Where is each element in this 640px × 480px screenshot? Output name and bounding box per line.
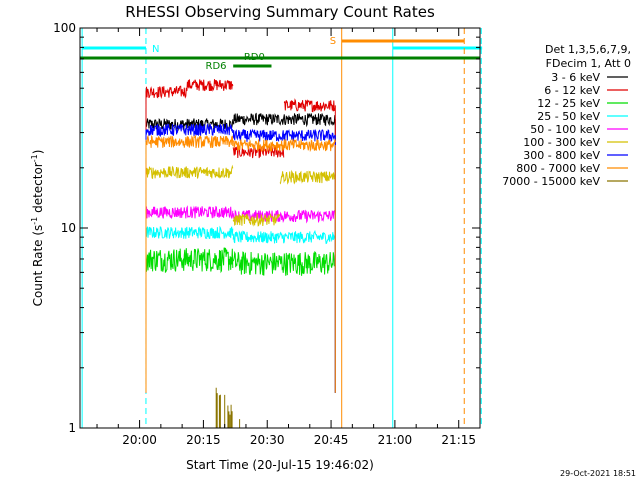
axis-layer: 20:00 20:15 20:30 20:45 21:00 21:15 1 10 100: [53, 21, 481, 447]
series-1: [145, 112, 336, 393]
legend-label-1: 3 - 6 keV: [551, 71, 600, 84]
x-tick-label-4: 21:00: [378, 433, 413, 447]
rd0-label: RD0: [244, 52, 265, 63]
series-trace-3: [145, 247, 336, 393]
legend-label-8: 800 - 7000 keV: [516, 162, 600, 175]
y-tick-label-0: 1: [68, 421, 76, 435]
x-tick-label-0: 20:00: [122, 433, 157, 447]
legend-header-line2: FDecim 1, Att 0: [546, 57, 631, 70]
y-axis-label-sup1: -1: [30, 217, 39, 225]
x-tick-label-3: 20:45: [314, 433, 349, 447]
series-trace-6: [145, 164, 336, 393]
y-axis-label-sup2: -1: [30, 154, 39, 162]
legend-header-line1: Det 1,3,5,6,7,9,: [545, 43, 631, 56]
rd6-label: RD6: [206, 61, 227, 72]
series-5: [145, 205, 336, 393]
series-8: [145, 134, 336, 393]
y-tick-label-2: 100: [53, 21, 76, 35]
series-3: [145, 247, 336, 393]
series-layer: [145, 79, 336, 428]
series-trace-9: [215, 387, 241, 428]
y-axis-label-mid: detector: [31, 162, 45, 217]
y-axis-label: Count Rate (s-1 detector-1): [30, 150, 45, 307]
x-tick-label-2: 20:30: [250, 433, 285, 447]
x-tick-label-1: 20:15: [186, 433, 221, 447]
series-trace-5: [145, 205, 336, 393]
chart-title: RHESSI Observing Summary Count Rates: [125, 3, 435, 21]
series-4: [145, 225, 336, 393]
series-9: [215, 387, 241, 428]
generation-timestamp: 29-Oct-2021 18:51: [560, 469, 636, 478]
night-label: N: [152, 44, 159, 55]
series-trace-1: [145, 112, 336, 393]
series-7: [145, 123, 336, 393]
saa-label: S: [330, 36, 336, 47]
series-trace-7: [145, 123, 336, 393]
y-axis-label-end: ): [31, 150, 45, 155]
legend-label-4: 25 - 50 keV: [537, 110, 600, 123]
x-tick-label-5: 21:15: [441, 433, 476, 447]
plot-frame: [79, 27, 481, 429]
legend-label-5: 50 - 100 keV: [530, 123, 600, 136]
series-trace-4: [145, 225, 336, 393]
legend: Det 1,3,5,6,7,9, FDecim 1, Att 0 3 - 6 k…: [502, 43, 631, 188]
series-trace-8: [145, 134, 336, 393]
x-axis-label: Start Time (20-Jul-15 19:46:02): [186, 458, 374, 472]
legend-label-9: 7000 - 15000 keV: [502, 175, 600, 188]
series-6: [145, 164, 336, 393]
legend-label-7: 300 - 800 keV: [523, 149, 600, 162]
legend-label-6: 100 - 300 keV: [523, 136, 600, 149]
legend-label-3: 12 - 25 keV: [537, 97, 600, 110]
legend-label-2: 6 - 12 keV: [544, 84, 600, 97]
y-axis-label-main: Count Rate (s: [31, 225, 45, 307]
annotation-layer: N S RD6 RD0: [80, 28, 483, 428]
y-tick-label-1: 10: [61, 221, 76, 235]
